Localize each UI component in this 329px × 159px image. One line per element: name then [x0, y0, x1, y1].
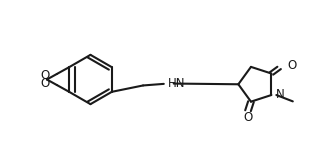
Text: O: O: [287, 59, 297, 72]
Text: O: O: [40, 69, 50, 82]
Text: O: O: [243, 111, 253, 124]
Text: HN: HN: [168, 77, 186, 90]
Text: N: N: [276, 88, 285, 101]
Text: O: O: [40, 77, 50, 90]
